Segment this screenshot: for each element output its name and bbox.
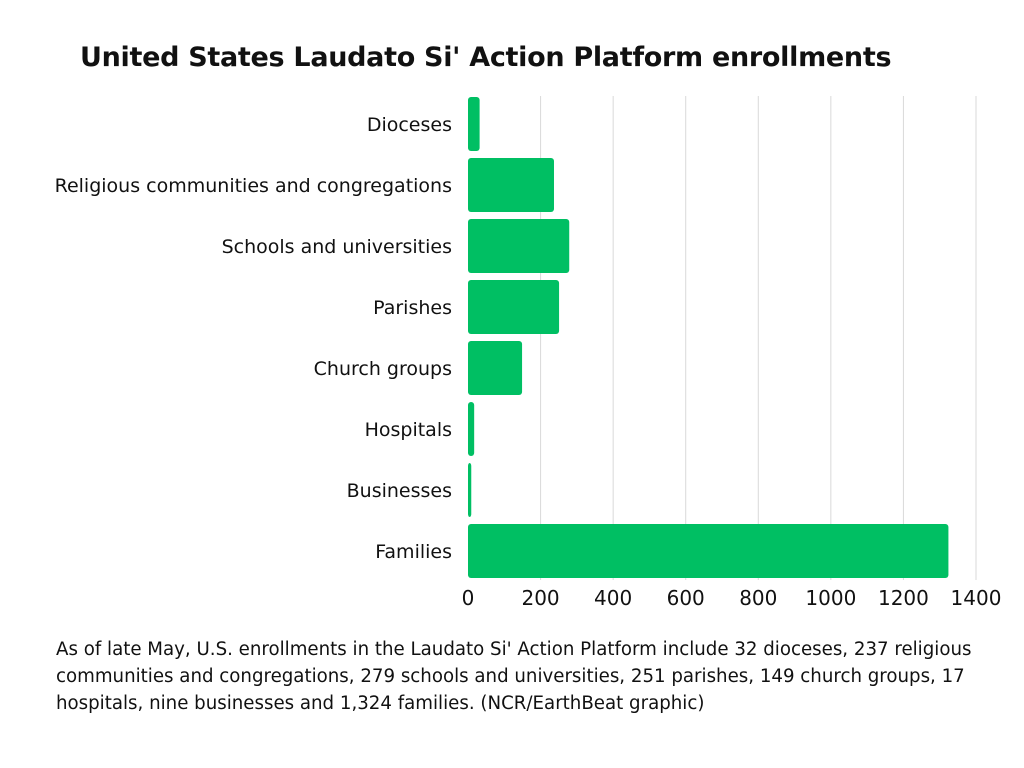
- bar: [468, 97, 480, 151]
- x-tick-label: 800: [739, 586, 777, 610]
- bar: [468, 524, 949, 578]
- category-label: Religious communities and congregations: [55, 175, 452, 197]
- x-tick-label: 600: [667, 586, 705, 610]
- category-label: Businesses: [347, 480, 452, 502]
- gridlines: [540, 96, 977, 580]
- x-tick-label: 1000: [805, 586, 856, 610]
- category-label: Dioceses: [367, 114, 452, 136]
- category-label: Parishes: [373, 297, 452, 319]
- bar: [468, 219, 570, 273]
- x-tick-label: 200: [521, 586, 559, 610]
- bar: [468, 463, 472, 517]
- category-label: Schools and universities: [222, 236, 452, 258]
- x-tick-label: 1200: [878, 586, 929, 610]
- bar: [468, 158, 554, 212]
- x-tick-label: 1400: [951, 586, 1002, 610]
- chart-caption: As of late May, U.S. enrollments in the …: [56, 639, 972, 714]
- bar: [468, 402, 475, 456]
- category-label: Families: [375, 541, 452, 563]
- category-labels: Dioceses Religious communities and congre…: [55, 114, 452, 563]
- tick-labels: 0 200 400 600 800 1000 1200 1400: [462, 586, 1002, 610]
- chart-title: United States Laudato Si' Action Platfor…: [80, 42, 892, 73]
- bar: [468, 341, 523, 395]
- category-label: Hospitals: [365, 419, 452, 441]
- bars: [468, 97, 949, 578]
- category-label: Church groups: [314, 358, 452, 380]
- bar: [468, 280, 560, 334]
- x-tick-label: 400: [594, 586, 632, 610]
- x-tick-label: 0: [462, 586, 475, 610]
- bar-chart: Dioceses Religious communities and congre…: [55, 96, 1002, 610]
